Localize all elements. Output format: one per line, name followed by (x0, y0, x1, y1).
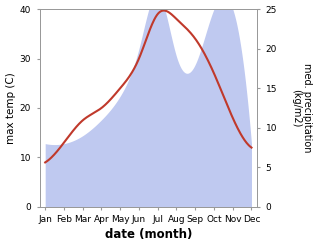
X-axis label: date (month): date (month) (105, 228, 192, 242)
Y-axis label: max temp (C): max temp (C) (5, 72, 16, 144)
Y-axis label: med. precipitation
(kg/m2): med. precipitation (kg/m2) (291, 63, 313, 153)
